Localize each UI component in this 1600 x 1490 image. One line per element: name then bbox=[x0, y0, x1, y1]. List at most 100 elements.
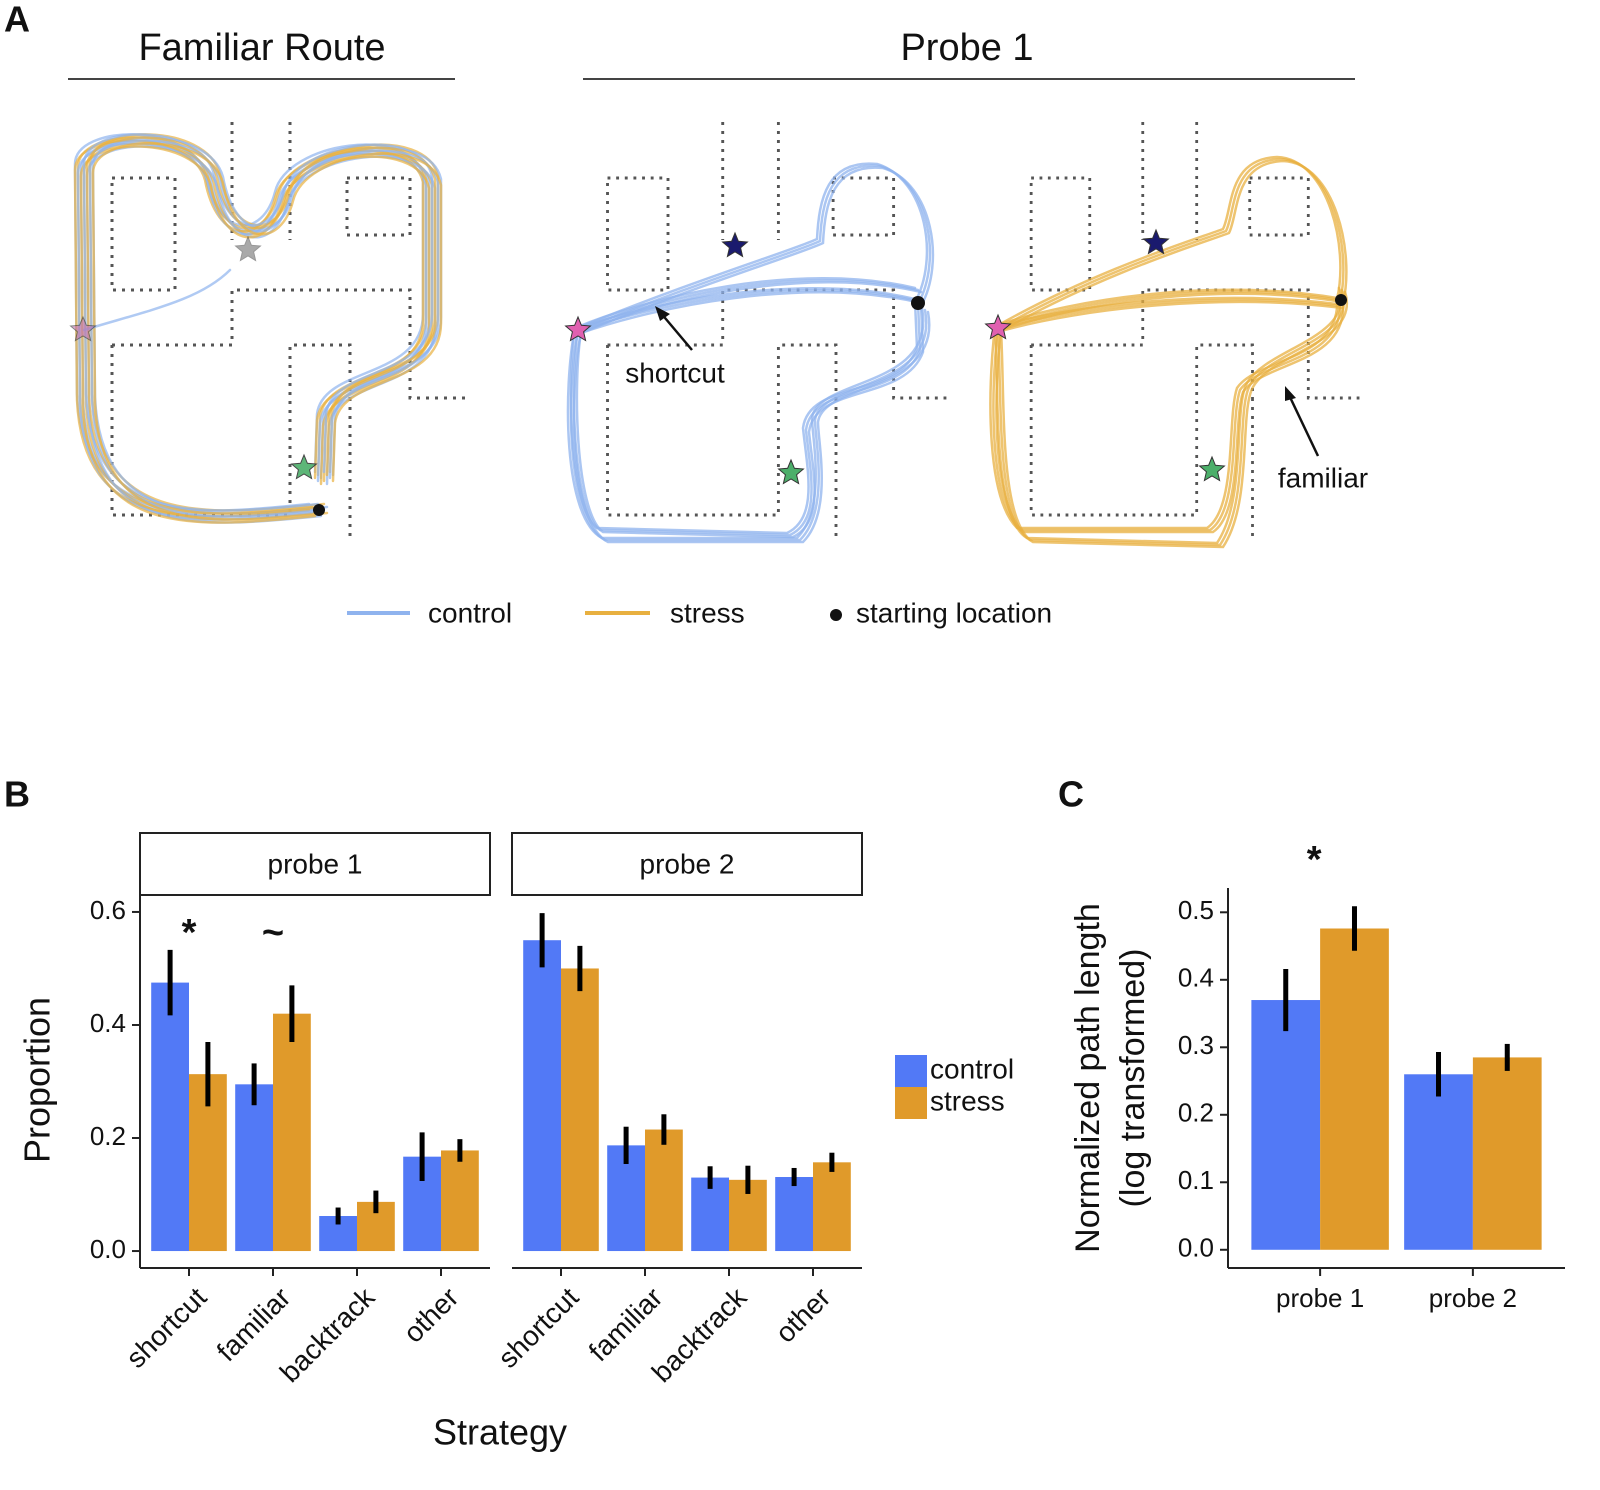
strip bbox=[139, 832, 491, 896]
trajectory bbox=[82, 268, 232, 332]
trajectory bbox=[579, 291, 923, 335]
trajectory bbox=[79, 139, 431, 518]
legend-label: stress bbox=[930, 1085, 1005, 1116]
trajectory bbox=[992, 298, 1342, 532]
y-tick-label: 0.0 bbox=[90, 1234, 126, 1264]
trajectory bbox=[995, 300, 1345, 534]
landmark-star bbox=[290, 453, 318, 480]
panel-label: C bbox=[1058, 774, 1084, 815]
start-dot bbox=[1335, 294, 1347, 306]
trajectory bbox=[573, 162, 929, 331]
trajectory bbox=[73, 133, 425, 512]
trajectory bbox=[989, 296, 1339, 530]
panel-title: Probe 1 bbox=[900, 27, 1033, 69]
x-tick-label: shortcut bbox=[120, 1281, 213, 1374]
arrow-head bbox=[1285, 386, 1296, 401]
legend-swatch bbox=[895, 1055, 927, 1087]
start-dot bbox=[313, 504, 325, 516]
maze bbox=[606, 120, 953, 542]
trajectory bbox=[993, 155, 1342, 329]
bar bbox=[775, 1177, 813, 1252]
start-dot bbox=[911, 296, 925, 310]
annotation: shortcut bbox=[625, 357, 725, 388]
x-tick-label: probe 1 bbox=[1276, 1283, 1364, 1313]
legend-label: stress bbox=[670, 597, 745, 628]
y-tick-label: 0.2 bbox=[90, 1121, 126, 1151]
legend-label: control bbox=[930, 1053, 1014, 1084]
strip bbox=[511, 832, 863, 896]
significance: * bbox=[1307, 839, 1322, 881]
trajectory bbox=[999, 300, 1345, 333]
trajectory bbox=[572, 301, 922, 537]
trajectory bbox=[579, 166, 935, 335]
y-axis-label: Normalized path length bbox=[1069, 903, 1107, 1253]
bar bbox=[441, 1150, 479, 1252]
panel-label: A bbox=[4, 0, 30, 40]
trajectory bbox=[576, 164, 932, 333]
trajectory bbox=[569, 299, 919, 535]
trajectory bbox=[82, 142, 434, 521]
trajectory bbox=[79, 145, 431, 524]
trajectory bbox=[91, 142, 443, 521]
trajectories bbox=[73, 133, 1349, 549]
landmark-star bbox=[1142, 228, 1170, 255]
trajectory bbox=[993, 296, 1339, 329]
y-tick-label: 0.4 bbox=[1178, 963, 1214, 993]
x-tick-label: familiar bbox=[583, 1282, 669, 1368]
y-tick-label: 0.3 bbox=[1178, 1030, 1214, 1060]
bar bbox=[561, 968, 599, 1252]
trajectory bbox=[996, 288, 1346, 547]
panel-label: B bbox=[4, 774, 30, 815]
legend-swatch bbox=[895, 1087, 927, 1119]
landmarks bbox=[69, 228, 1347, 516]
trajectory bbox=[575, 303, 925, 539]
landmark-star bbox=[777, 458, 805, 485]
bar bbox=[235, 1084, 273, 1252]
x-tick-label: other bbox=[397, 1282, 464, 1349]
landmark-star bbox=[721, 231, 749, 258]
x-tick-label: shortcut bbox=[492, 1281, 585, 1374]
x-tick-label: probe 2 bbox=[1429, 1283, 1517, 1313]
legend-label: control bbox=[428, 597, 512, 628]
significance: * bbox=[182, 912, 197, 954]
trajectory bbox=[572, 310, 931, 544]
landmark-star bbox=[1198, 455, 1226, 482]
trajectory bbox=[88, 139, 440, 518]
significance: ~ bbox=[262, 912, 284, 954]
trajectory bbox=[91, 136, 443, 515]
landmark-star bbox=[69, 315, 97, 342]
trajectory bbox=[88, 133, 440, 512]
y-tick-label: 0.1 bbox=[1178, 1165, 1214, 1195]
trajectory bbox=[85, 145, 437, 524]
bar bbox=[813, 1162, 851, 1252]
arrow bbox=[659, 311, 693, 351]
legend-label: starting location bbox=[856, 597, 1052, 628]
y-axis-label: Proportion bbox=[17, 997, 58, 1163]
x-tick-label: familiar bbox=[211, 1282, 297, 1368]
bar bbox=[151, 982, 189, 1252]
trajectory bbox=[993, 286, 1343, 545]
arrow bbox=[1287, 394, 1320, 457]
bar bbox=[523, 940, 561, 1252]
y-tick-label: 0.5 bbox=[1178, 895, 1214, 925]
landmark-star bbox=[564, 315, 592, 342]
trajectory bbox=[76, 136, 428, 515]
y-axis-label: (log transformed) bbox=[1114, 949, 1152, 1208]
bar bbox=[691, 1177, 729, 1252]
trajectory bbox=[566, 306, 925, 540]
trajectory bbox=[85, 136, 437, 515]
landmark-star bbox=[984, 313, 1012, 340]
trajectory bbox=[996, 298, 1342, 331]
y-tick-label: 0.4 bbox=[90, 1008, 126, 1038]
x-tick-label: other bbox=[769, 1282, 836, 1349]
strip-label: probe 2 bbox=[640, 848, 735, 879]
strip-label: probe 1 bbox=[268, 848, 363, 879]
y-tick-label: 0.2 bbox=[1178, 1098, 1214, 1128]
bar bbox=[1320, 928, 1389, 1250]
bar bbox=[1251, 1000, 1321, 1250]
trajectory bbox=[73, 139, 425, 518]
trajectory bbox=[76, 142, 428, 521]
bar bbox=[273, 1013, 311, 1252]
arrow-head bbox=[655, 306, 670, 321]
